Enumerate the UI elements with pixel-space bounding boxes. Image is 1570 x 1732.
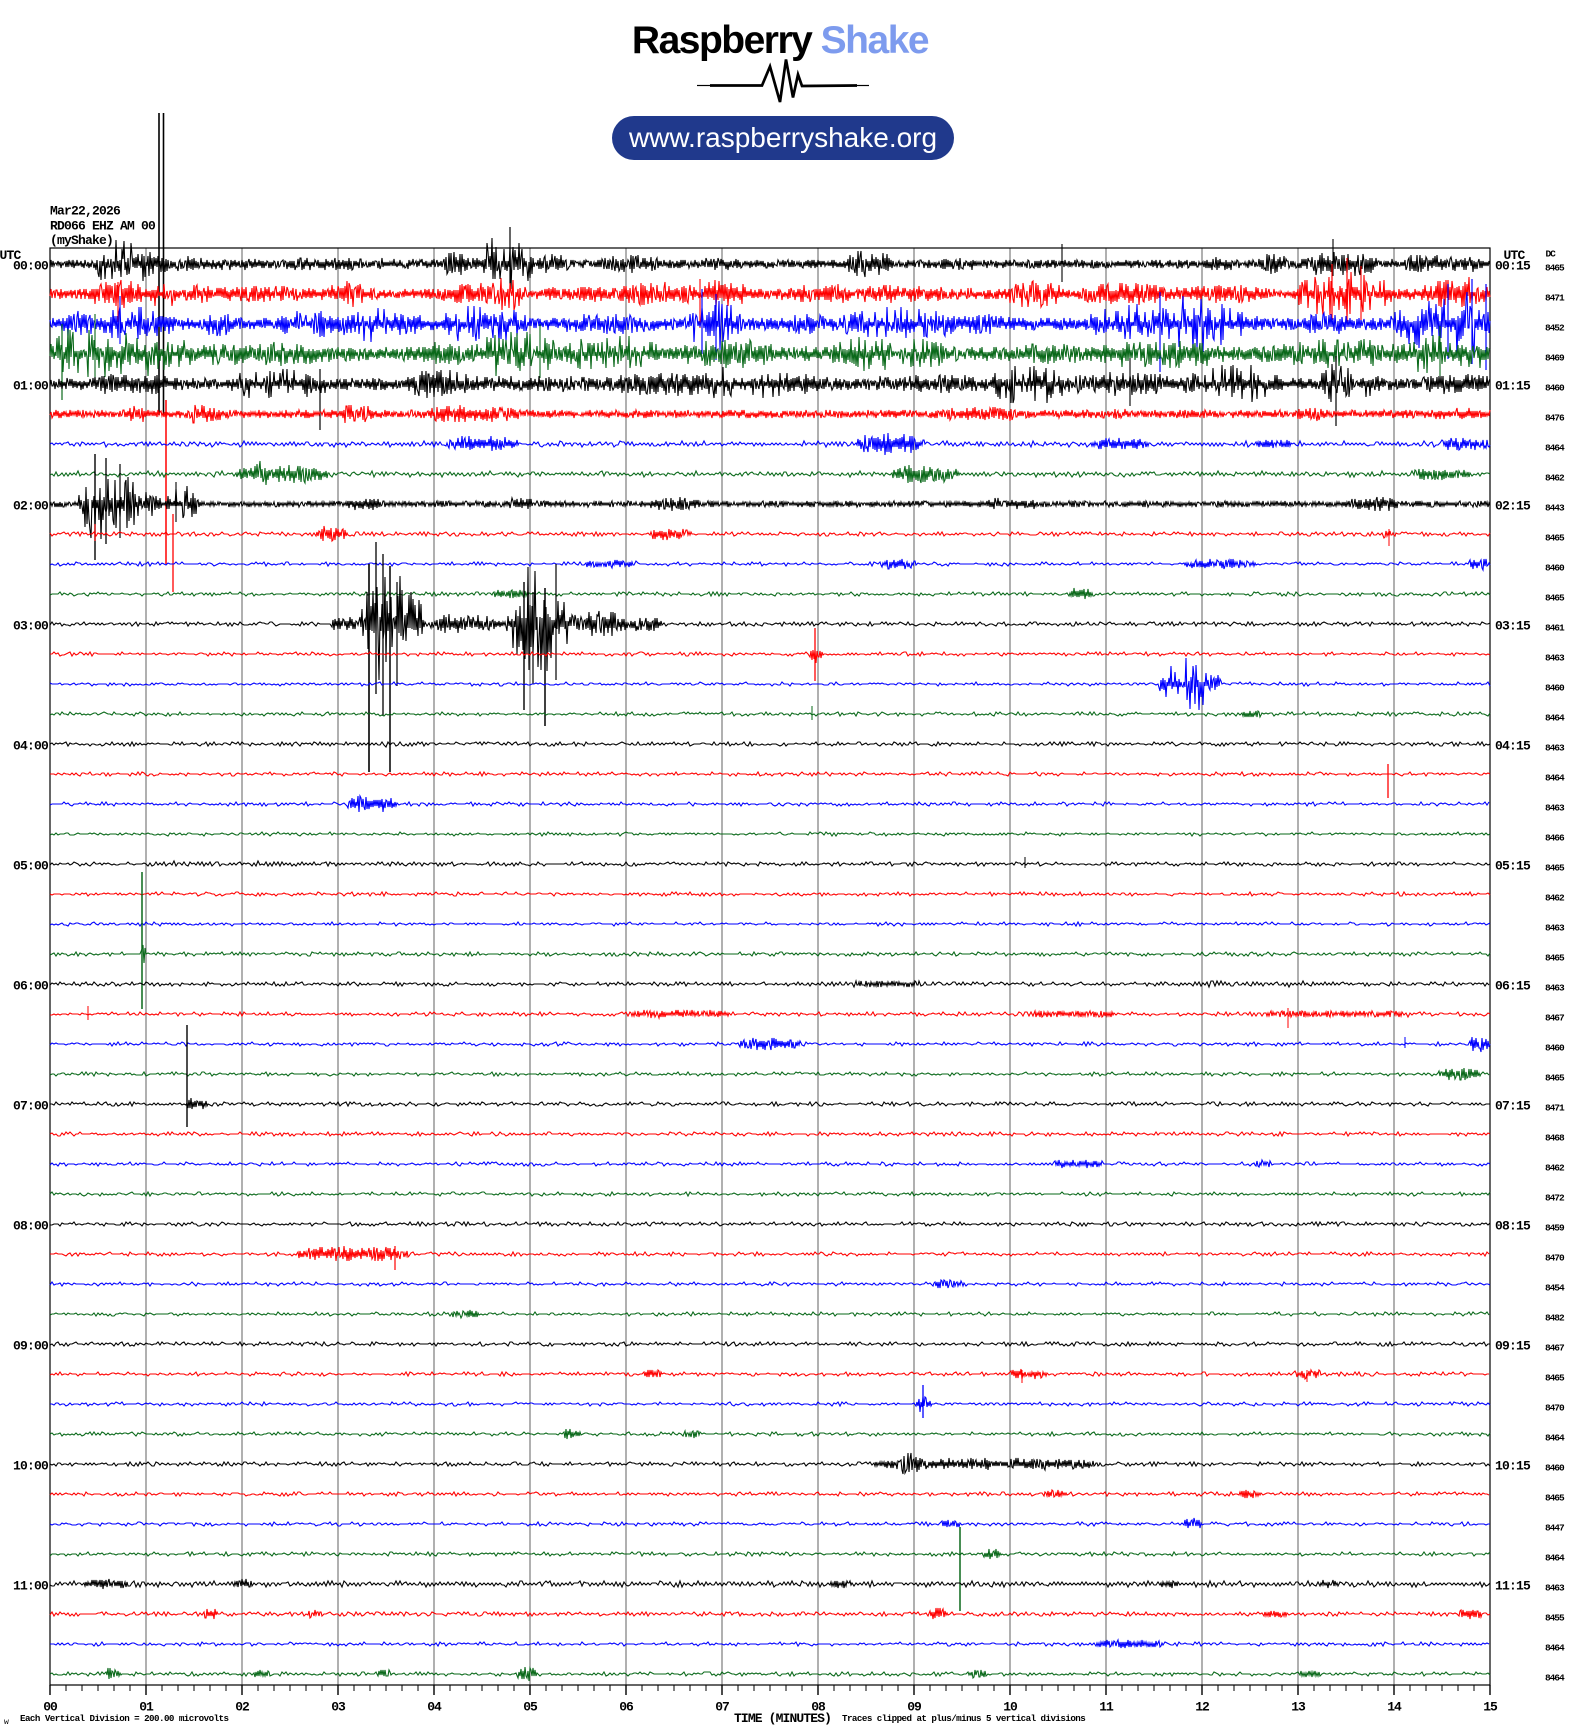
- svg-text:01: 01: [139, 1700, 154, 1715]
- svg-text:08:15: 08:15: [1495, 1219, 1531, 1234]
- svg-text:8459: 8459: [1545, 1223, 1565, 1234]
- svg-text:04:00: 04:00: [13, 739, 49, 754]
- svg-text:8472: 8472: [1545, 1193, 1565, 1204]
- svg-text:07: 07: [715, 1700, 729, 1715]
- svg-text:8462: 8462: [1545, 473, 1565, 484]
- svg-text:8464: 8464: [1545, 773, 1565, 784]
- svg-text:10:00: 10:00: [13, 1459, 49, 1474]
- svg-text:8460: 8460: [1545, 683, 1565, 694]
- svg-text:02: 02: [235, 1700, 250, 1715]
- svg-text:8462: 8462: [1545, 893, 1565, 904]
- svg-text:8466: 8466: [1545, 833, 1565, 844]
- svg-text:8470: 8470: [1545, 1403, 1565, 1414]
- svg-text:8460: 8460: [1545, 563, 1565, 574]
- svg-text:08:00: 08:00: [13, 1219, 49, 1234]
- svg-text:8465: 8465: [1545, 1493, 1565, 1504]
- svg-text:11: 11: [1099, 1700, 1114, 1715]
- svg-text:06:00: 06:00: [13, 979, 49, 994]
- svg-text:8463: 8463: [1545, 1583, 1565, 1594]
- svg-text:8464: 8464: [1545, 1643, 1565, 1654]
- svg-text:07:15: 07:15: [1495, 1099, 1531, 1114]
- svg-text:8463: 8463: [1545, 983, 1565, 994]
- svg-text:RD066 EHZ AM 00: RD066 EHZ AM 00: [50, 218, 156, 233]
- svg-text:04:15: 04:15: [1495, 739, 1531, 754]
- svg-text:8463: 8463: [1545, 923, 1565, 934]
- svg-text:8467: 8467: [1545, 1013, 1565, 1024]
- svg-text:02:15: 02:15: [1495, 499, 1531, 514]
- svg-text:10: 10: [1003, 1700, 1018, 1715]
- svg-text:04: 04: [427, 1700, 442, 1715]
- svg-text:10:15: 10:15: [1495, 1459, 1531, 1474]
- svg-text:8463: 8463: [1545, 743, 1565, 754]
- svg-text:14: 14: [1387, 1700, 1402, 1715]
- svg-text:8463: 8463: [1545, 653, 1565, 664]
- svg-text:8470: 8470: [1545, 1253, 1565, 1264]
- svg-text:03:15: 03:15: [1495, 619, 1531, 634]
- svg-text:Traces clipped at plus/minus 5: Traces clipped at plus/minus 5 vertical …: [842, 1713, 1085, 1724]
- svg-text:UTC: UTC: [1504, 248, 1526, 263]
- svg-text:UTC: UTC: [0, 248, 21, 263]
- svg-text:03: 03: [331, 1700, 346, 1715]
- svg-text:11:15: 11:15: [1495, 1579, 1531, 1594]
- svg-text:8465: 8465: [1545, 263, 1565, 274]
- svg-text:8460: 8460: [1545, 1463, 1565, 1474]
- svg-text:00: 00: [43, 1700, 58, 1715]
- svg-text:06: 06: [619, 1700, 634, 1715]
- svg-text:07:00: 07:00: [13, 1099, 49, 1114]
- svg-text:8464: 8464: [1545, 1553, 1565, 1564]
- svg-text:8482: 8482: [1545, 1313, 1565, 1324]
- svg-text:01:15: 01:15: [1495, 379, 1531, 394]
- svg-text:01:00: 01:00: [13, 379, 49, 394]
- svg-text:00:15: 00:15: [1495, 259, 1531, 274]
- svg-text:8464: 8464: [1545, 1673, 1565, 1684]
- svg-text:8464: 8464: [1545, 1433, 1565, 1444]
- svg-text:8464: 8464: [1545, 713, 1565, 724]
- svg-text:09:15: 09:15: [1495, 1339, 1531, 1354]
- svg-text:8468: 8468: [1545, 1133, 1565, 1144]
- svg-text:8461: 8461: [1545, 623, 1565, 634]
- svg-text:8455: 8455: [1545, 1613, 1565, 1624]
- svg-text:15: 15: [1483, 1700, 1498, 1715]
- svg-text:13: 13: [1291, 1700, 1306, 1715]
- svg-text:8465: 8465: [1545, 593, 1565, 604]
- svg-text:8471: 8471: [1545, 293, 1565, 304]
- svg-text:06:15: 06:15: [1495, 979, 1531, 994]
- svg-text:08: 08: [811, 1700, 826, 1715]
- svg-text:8464: 8464: [1545, 443, 1565, 454]
- svg-text:02:00: 02:00: [13, 499, 49, 514]
- svg-text:09:00: 09:00: [13, 1339, 49, 1354]
- svg-text:8465: 8465: [1545, 1373, 1565, 1384]
- svg-text:8443: 8443: [1545, 503, 1565, 514]
- svg-text:8471: 8471: [1545, 1103, 1565, 1114]
- svg-text:8460: 8460: [1545, 383, 1565, 394]
- svg-text:DC: DC: [1546, 249, 1557, 260]
- svg-text:03:00: 03:00: [13, 619, 49, 634]
- svg-text:8465: 8465: [1545, 863, 1565, 874]
- svg-text:TIME (MINUTES): TIME (MINUTES): [734, 1711, 831, 1726]
- svg-text:8452: 8452: [1545, 323, 1565, 334]
- svg-text:Each Vertical Division = 200.: Each Vertical Division = 200.00 microvol…: [20, 1713, 228, 1724]
- svg-text:05:00: 05:00: [13, 859, 49, 874]
- svg-text:8454: 8454: [1545, 1283, 1565, 1294]
- svg-text:05:15: 05:15: [1495, 859, 1531, 874]
- svg-text:8463: 8463: [1545, 803, 1565, 814]
- svg-text:Mar22,2026: Mar22,2026: [50, 204, 121, 219]
- svg-text:w: w: [4, 1718, 9, 1727]
- svg-text:8469: 8469: [1545, 353, 1565, 364]
- svg-text:8467: 8467: [1545, 1343, 1565, 1354]
- svg-text:8465: 8465: [1545, 953, 1565, 964]
- svg-text:09: 09: [907, 1700, 922, 1715]
- svg-text:11:00: 11:00: [13, 1579, 49, 1594]
- svg-text:8476: 8476: [1545, 413, 1565, 424]
- svg-text:05: 05: [523, 1700, 538, 1715]
- svg-text:(myShake): (myShake): [50, 233, 113, 248]
- svg-text:8462: 8462: [1545, 1163, 1565, 1174]
- svg-text:8465: 8465: [1545, 533, 1565, 544]
- svg-text:12: 12: [1195, 1700, 1210, 1715]
- svg-text:00:00: 00:00: [13, 259, 49, 274]
- svg-text:8465: 8465: [1545, 1073, 1565, 1084]
- svg-text:8447: 8447: [1545, 1523, 1565, 1534]
- svg-text:8460: 8460: [1545, 1043, 1565, 1054]
